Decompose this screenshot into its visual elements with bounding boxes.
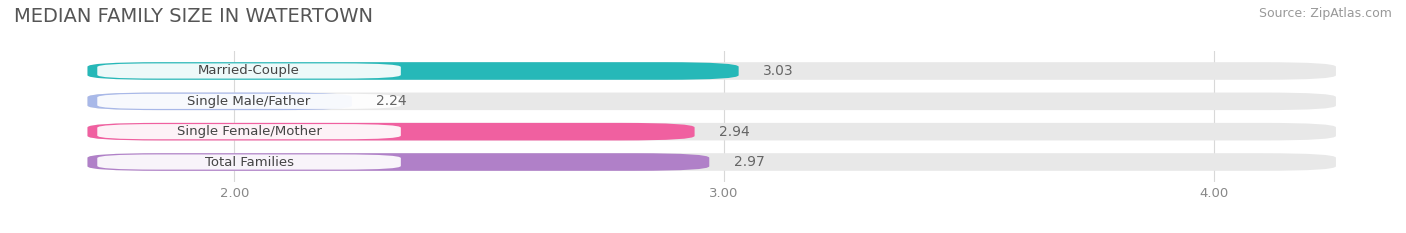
- FancyBboxPatch shape: [87, 153, 1336, 171]
- Text: 3.03: 3.03: [763, 64, 794, 78]
- FancyBboxPatch shape: [87, 93, 352, 110]
- FancyBboxPatch shape: [97, 94, 401, 109]
- Text: 2.97: 2.97: [734, 155, 765, 169]
- Text: 2.24: 2.24: [377, 94, 406, 108]
- FancyBboxPatch shape: [87, 123, 1336, 140]
- FancyBboxPatch shape: [87, 93, 1336, 110]
- FancyBboxPatch shape: [97, 154, 401, 170]
- Text: Single Male/Father: Single Male/Father: [187, 95, 311, 108]
- FancyBboxPatch shape: [87, 62, 1336, 80]
- Text: 2.94: 2.94: [718, 125, 749, 139]
- Text: Source: ZipAtlas.com: Source: ZipAtlas.com: [1258, 7, 1392, 20]
- FancyBboxPatch shape: [97, 124, 401, 139]
- FancyBboxPatch shape: [97, 63, 401, 79]
- Text: Single Female/Mother: Single Female/Mother: [177, 125, 322, 138]
- Text: Total Families: Total Families: [204, 155, 294, 168]
- Text: Married-Couple: Married-Couple: [198, 65, 299, 78]
- FancyBboxPatch shape: [87, 62, 738, 80]
- FancyBboxPatch shape: [87, 153, 709, 171]
- FancyBboxPatch shape: [87, 123, 695, 140]
- Text: MEDIAN FAMILY SIZE IN WATERTOWN: MEDIAN FAMILY SIZE IN WATERTOWN: [14, 7, 373, 26]
